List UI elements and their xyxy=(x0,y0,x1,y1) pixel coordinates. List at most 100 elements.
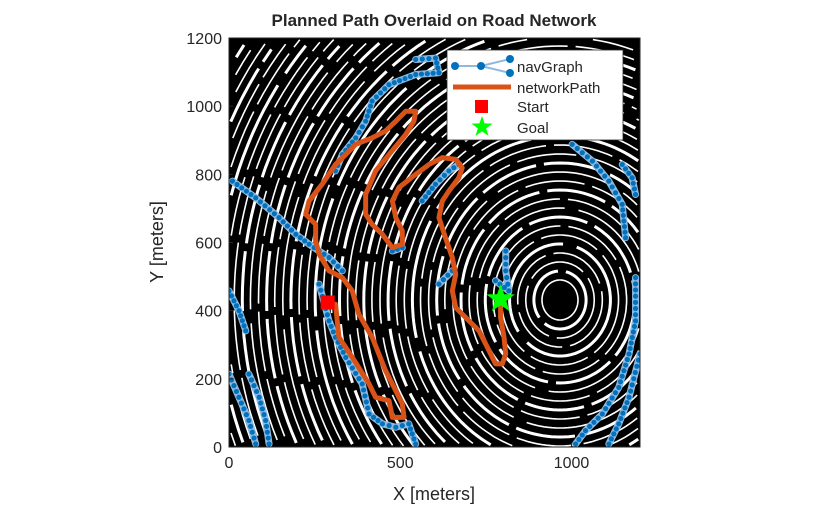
y-tick-label: 1200 xyxy=(186,31,222,48)
nav-graph-node xyxy=(402,75,408,82)
terrain-contour xyxy=(524,261,596,339)
nav-graph-node xyxy=(591,419,597,425)
nav-graph-node xyxy=(267,207,273,213)
legend: navGraph networkPath Start Goal xyxy=(446,49,624,141)
nav-graph-node xyxy=(620,212,626,219)
nav-graph-node xyxy=(258,400,264,406)
terrain-contour xyxy=(628,437,640,447)
nav-graph-node xyxy=(229,178,236,184)
terrain-contour xyxy=(229,44,307,196)
nav-graph-node xyxy=(379,421,386,427)
nav-graph-node xyxy=(407,73,413,80)
nav-graph-node xyxy=(616,421,622,427)
nav-graph-node xyxy=(606,178,612,184)
nav-graph-node xyxy=(251,435,257,441)
x-tick-label: 0 xyxy=(225,455,234,472)
nav-graph-node xyxy=(440,277,447,283)
nav-graph-node xyxy=(318,287,324,293)
terrain-contour xyxy=(419,144,639,447)
nav-graph-node xyxy=(432,55,439,61)
nav-graph-node xyxy=(632,369,638,376)
nav-graph-node xyxy=(266,441,272,447)
nav-graph-node xyxy=(616,384,622,390)
x-axis: 0 500 1000 xyxy=(225,443,589,472)
nav-graph-node xyxy=(437,177,443,183)
nav-graph-node xyxy=(505,281,511,287)
nav-graph-node xyxy=(231,383,237,389)
terrain-contour xyxy=(492,225,628,375)
nav-graph-node xyxy=(632,293,639,299)
nav-graph-node xyxy=(246,371,252,377)
nav-graph-node xyxy=(413,441,419,447)
nav-graph-node xyxy=(613,426,619,432)
nav-graph-node xyxy=(346,360,352,366)
nav-graph-node xyxy=(335,263,341,269)
nav-graph-node xyxy=(238,313,244,319)
terrain-contour xyxy=(235,43,266,93)
terrain-contour xyxy=(234,49,252,76)
nav-graph-node xyxy=(262,203,268,209)
terrain-contour xyxy=(234,44,246,59)
nav-graph-node xyxy=(413,56,419,63)
terrain-contour xyxy=(483,215,637,385)
terrain-contour xyxy=(427,153,638,447)
nav-graph-node xyxy=(503,268,509,274)
nav-graph-node xyxy=(624,399,630,406)
terrain-contour xyxy=(232,43,287,139)
terrain-contour xyxy=(443,171,638,429)
nav-graph-node xyxy=(239,318,245,324)
terrain-contour xyxy=(508,242,612,358)
y-tick-label: 600 xyxy=(195,236,222,253)
nav-graph-node xyxy=(339,268,345,274)
nav-graph-node xyxy=(628,388,634,394)
nav-graph-node xyxy=(612,390,619,396)
nav-graph-node xyxy=(249,429,255,435)
nav-graph-node xyxy=(582,428,589,434)
terrain-contour xyxy=(230,39,301,168)
nav-graph-node xyxy=(632,287,639,293)
legend-label: navGraph xyxy=(517,59,583,76)
y-tick-label: 400 xyxy=(195,304,222,321)
nav-graph-node xyxy=(445,272,451,278)
nav-graph-node xyxy=(353,370,359,376)
terrain-contour xyxy=(230,41,321,236)
nav-graph-node xyxy=(492,278,499,284)
nav-graph-node xyxy=(362,393,368,399)
nav-graph-node xyxy=(246,417,252,424)
nav-graph-node xyxy=(630,329,636,335)
nav-graph-node xyxy=(356,376,362,382)
legend-label: Start xyxy=(517,99,550,116)
nav-graph-node xyxy=(621,223,628,230)
nav-graph-node xyxy=(626,351,632,357)
nav-graph-node xyxy=(324,312,330,318)
nav-graph-node xyxy=(365,405,371,411)
nav-graph-node xyxy=(263,423,270,429)
nav-graph-edge xyxy=(491,247,513,295)
nav-graph-node xyxy=(411,436,417,442)
terrain-contour xyxy=(249,43,354,441)
nav-graph-node xyxy=(406,421,412,427)
goal-marker xyxy=(486,284,515,312)
nav-graph-node xyxy=(632,318,639,324)
nav-graph-node xyxy=(340,349,346,355)
nav-graph-node xyxy=(409,431,415,437)
nav-graph-node xyxy=(632,281,639,287)
terrain-contour xyxy=(257,42,367,437)
terrain-contour xyxy=(516,252,604,348)
nav-graph-node xyxy=(363,399,369,405)
nav-graph-node xyxy=(593,163,600,169)
nav-graph-node xyxy=(441,172,448,178)
nav-graph-node xyxy=(635,357,640,363)
nav-graph-node xyxy=(251,383,257,389)
nav-graph-node xyxy=(611,431,617,437)
nav-graph-node xyxy=(419,56,425,62)
nav-graph-node xyxy=(620,207,626,213)
nav-graph-node xyxy=(419,198,425,204)
nav-graph-node xyxy=(579,432,585,438)
nav-graph-node xyxy=(234,181,240,188)
terrain-contour xyxy=(592,38,634,51)
nav-graph-node xyxy=(316,281,322,287)
nav-graph-node xyxy=(391,80,397,86)
nav-graph-node xyxy=(634,363,640,369)
nav-graph-node xyxy=(407,426,414,432)
